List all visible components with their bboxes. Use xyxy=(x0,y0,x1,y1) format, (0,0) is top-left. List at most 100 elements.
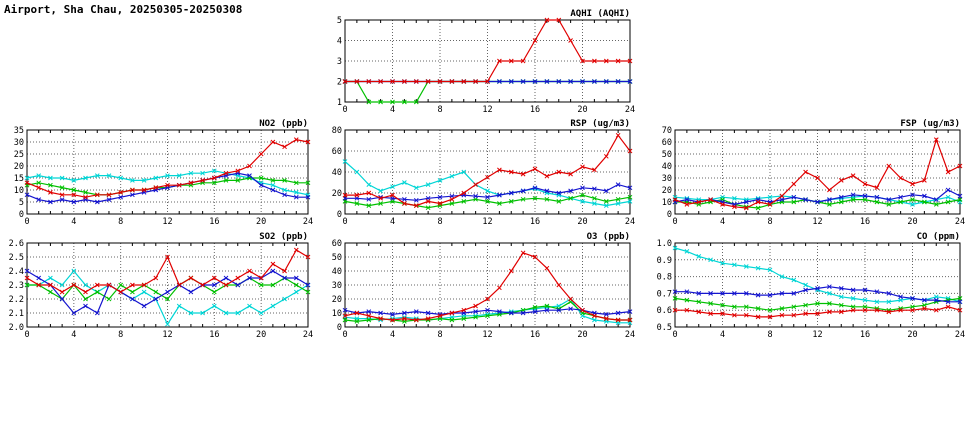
svg-text:12: 12 xyxy=(482,217,492,227)
svg-text:8: 8 xyxy=(118,330,123,340)
svg-text:24: 24 xyxy=(625,105,635,115)
svg-text:15: 15 xyxy=(14,174,24,184)
svg-text:8: 8 xyxy=(437,217,442,227)
svg-text:0: 0 xyxy=(24,330,29,340)
svg-text:2.3: 2.3 xyxy=(9,281,24,291)
svg-text:16: 16 xyxy=(860,217,870,227)
svg-text:25: 25 xyxy=(14,150,24,160)
svg-text:5: 5 xyxy=(19,198,24,208)
svg-text:70: 70 xyxy=(662,126,672,136)
svg-text:16: 16 xyxy=(209,330,219,340)
svg-text:1.0: 1.0 xyxy=(657,239,672,249)
chart-canvas: 2.0 2.1 2.2 2.3 2.4 2.5 2.6 0 4 8 12 16 20 24 SO2 (ppb… xyxy=(9,232,313,340)
svg-text:50: 50 xyxy=(662,150,672,160)
chart-canvas: 0 10 20 30 40 50 60 0 4 8 12 16 20 24 O3 (ppb) xyxy=(332,232,635,340)
svg-text:40: 40 xyxy=(332,168,342,178)
svg-text:8: 8 xyxy=(767,217,772,227)
svg-text:0: 0 xyxy=(24,217,29,227)
svg-text:4: 4 xyxy=(390,105,395,115)
svg-text:20: 20 xyxy=(332,189,342,199)
svg-text:4: 4 xyxy=(720,217,725,227)
svg-text:12: 12 xyxy=(162,217,172,227)
svg-text:30: 30 xyxy=(332,281,342,291)
svg-text:0.9: 0.9 xyxy=(657,256,672,266)
svg-text:0: 0 xyxy=(337,210,342,220)
svg-text:8: 8 xyxy=(437,330,442,340)
svg-text:0.8: 0.8 xyxy=(657,273,672,283)
svg-text:35: 35 xyxy=(14,126,24,136)
svg-text:0.7: 0.7 xyxy=(657,289,672,299)
svg-text:5: 5 xyxy=(337,16,342,26)
svg-text:FSP (ug/m3): FSP (ug/m3) xyxy=(900,119,960,129)
chart-no2: 0 5 10 15 20 25 30 35 0 4 8 12 16 20 24 NO2 (ppb) xyxy=(0,116,318,228)
svg-text:SO2 (ppb): SO2 (ppb) xyxy=(259,232,308,242)
svg-text:20: 20 xyxy=(577,217,587,227)
chart-so2: 2.0 2.1 2.2 2.3 2.4 2.5 2.6 0 4 8 12 16 20 24 SO2 (ppb… xyxy=(0,229,318,341)
svg-text:10: 10 xyxy=(662,198,672,208)
svg-text:0: 0 xyxy=(19,210,24,220)
svg-text:2.1: 2.1 xyxy=(9,309,24,319)
svg-text:20: 20 xyxy=(256,330,266,340)
svg-text:0: 0 xyxy=(342,105,347,115)
svg-text:2.5: 2.5 xyxy=(9,253,24,263)
svg-text:24: 24 xyxy=(303,330,313,340)
svg-text:60: 60 xyxy=(332,239,342,249)
svg-text:0.6: 0.6 xyxy=(657,306,672,316)
svg-text:8: 8 xyxy=(437,105,442,115)
svg-text:30: 30 xyxy=(662,174,672,184)
svg-text:16: 16 xyxy=(530,330,540,340)
chart-canvas: 0 20 40 60 80 0 4 8 12 16 20 24 RSP (ug/m3) xyxy=(332,119,635,227)
svg-text:8: 8 xyxy=(767,330,772,340)
svg-text:60: 60 xyxy=(662,138,672,148)
svg-text:40: 40 xyxy=(332,267,342,277)
svg-text:0: 0 xyxy=(672,217,677,227)
svg-text:16: 16 xyxy=(530,105,540,115)
svg-text:2.2: 2.2 xyxy=(9,295,24,305)
chart-o3: 0 10 20 30 40 50 60 0 4 8 12 16 20 24 O3 (ppb) xyxy=(318,229,640,341)
chart-aqhi: 1 2 3 4 5 0 4 8 12 16 20 24 AQHI (AQHI) xyxy=(318,6,640,116)
svg-text:O3 (ppb): O3 (ppb) xyxy=(587,232,630,242)
svg-text:0.5: 0.5 xyxy=(657,323,672,333)
svg-text:12: 12 xyxy=(812,330,822,340)
svg-text:3: 3 xyxy=(337,57,342,67)
svg-text:4: 4 xyxy=(71,330,76,340)
svg-text:20: 20 xyxy=(907,217,917,227)
svg-text:10: 10 xyxy=(14,186,24,196)
svg-text:RSP (ug/m3): RSP (ug/m3) xyxy=(570,119,630,129)
svg-text:60: 60 xyxy=(332,147,342,157)
svg-text:24: 24 xyxy=(955,217,965,227)
svg-text:0: 0 xyxy=(667,210,672,220)
svg-text:30: 30 xyxy=(14,138,24,148)
svg-text:20: 20 xyxy=(256,217,266,227)
svg-text:CO (ppm): CO (ppm) xyxy=(917,232,960,242)
svg-text:4: 4 xyxy=(720,330,725,340)
svg-text:4: 4 xyxy=(337,37,342,47)
svg-text:20: 20 xyxy=(332,295,342,305)
svg-text:0: 0 xyxy=(342,330,347,340)
svg-text:1: 1 xyxy=(337,98,342,108)
svg-text:50: 50 xyxy=(332,253,342,263)
svg-text:20: 20 xyxy=(577,105,587,115)
svg-text:0: 0 xyxy=(672,330,677,340)
svg-text:20: 20 xyxy=(907,330,917,340)
svg-text:16: 16 xyxy=(860,330,870,340)
svg-text:8: 8 xyxy=(118,217,123,227)
chart-canvas: 0.5 0.6 0.7 0.8 0.9 1.0 0 4 8 12 16 20 24 CO (ppm) xyxy=(657,232,965,340)
svg-text:80: 80 xyxy=(332,126,342,136)
svg-text:16: 16 xyxy=(530,217,540,227)
chart-co: 0.5 0.6 0.7 0.8 0.9 1.0 0 4 8 12 16 20 24 CO (ppm) xyxy=(648,229,970,341)
svg-text:24: 24 xyxy=(303,217,313,227)
svg-text:AQHI (AQHI): AQHI (AQHI) xyxy=(570,9,630,19)
page-title: Airport, Sha Chau, 20250305-20250308 xyxy=(4,3,243,16)
svg-text:2.4: 2.4 xyxy=(9,267,24,277)
svg-text:20: 20 xyxy=(577,330,587,340)
svg-text:4: 4 xyxy=(390,217,395,227)
svg-text:4: 4 xyxy=(71,217,76,227)
svg-text:0: 0 xyxy=(337,323,342,333)
svg-text:24: 24 xyxy=(625,217,635,227)
svg-text:40: 40 xyxy=(662,162,672,172)
svg-text:16: 16 xyxy=(209,217,219,227)
